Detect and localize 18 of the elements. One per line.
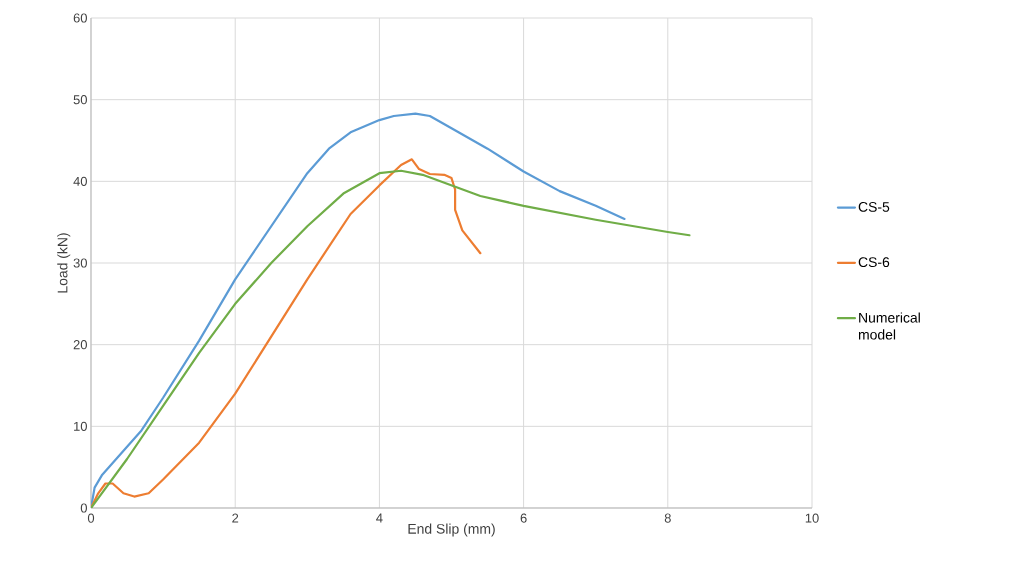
x-tick-label: 2	[232, 513, 239, 523]
x-axis-title: End Slip (mm)	[408, 523, 495, 537]
legend-label: Numerical model	[858, 312, 920, 340]
x-tick-label: 6	[520, 513, 527, 523]
y-tick-label: 40	[73, 176, 87, 186]
x-tick-label: 8	[664, 513, 671, 523]
y-tick-label: 0	[80, 503, 87, 513]
legend-label: CS-6	[858, 257, 890, 268]
legend-label: CS-5	[858, 201, 890, 212]
x-tick-label: 4	[376, 513, 383, 523]
y-axis-title: Load (kN)	[57, 233, 71, 293]
y-tick-label: 20	[73, 340, 87, 350]
y-tick-label: 50	[73, 95, 87, 105]
x-tick-label: 10	[805, 513, 819, 523]
y-tick-label: 60	[73, 13, 87, 23]
y-tick-label: 10	[74, 421, 87, 431]
x-tick-label: 0	[87, 513, 95, 523]
y-tick-label: 30	[73, 258, 87, 268]
